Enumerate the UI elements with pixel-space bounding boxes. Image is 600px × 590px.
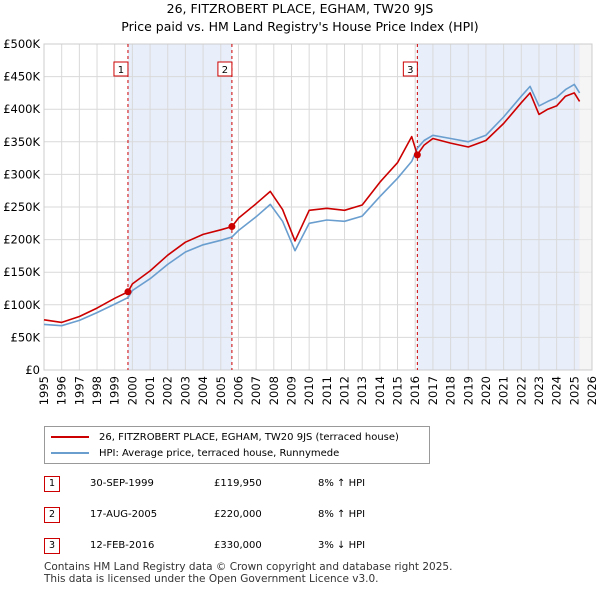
chart-title: 26, FITZROBERT PLACE, EGHAM, TW20 9JS <box>166 1 434 16</box>
footer-copyright: Contains HM Land Registry data © Crown c… <box>44 561 453 573</box>
plot-border <box>43 43 593 371</box>
x-tick-label: 2026 <box>585 376 599 405</box>
legend-item-hpi: HPI: Average price, terraced house, Runn… <box>51 446 339 460</box>
x-tick-label: 2000 <box>125 376 139 405</box>
x-tick-label: 2013 <box>355 376 369 405</box>
x-tick-label: 2012 <box>338 376 352 405</box>
transaction-hpi: 8% ↑ HPI <box>318 509 366 520</box>
transaction-price: £119,950 <box>214 478 262 489</box>
x-tick-label: 2010 <box>302 376 316 405</box>
sale-point <box>124 288 132 296</box>
x-tick-label: 1999 <box>108 376 122 405</box>
legend-label-property: 26, FITZROBERT PLACE, EGHAM, TW20 9JS (t… <box>99 431 399 443</box>
x-tick-label: 2009 <box>284 376 298 405</box>
footer-licence: This data is licensed under the Open Gov… <box>44 573 379 585</box>
y-tick-label: £0 <box>25 363 40 377</box>
sale-label-box <box>217 61 233 77</box>
x-tick-label: 1995 <box>37 376 51 405</box>
legend-label-hpi: HPI: Average price, terraced house, Runn… <box>99 447 340 459</box>
legend-item-property: 26, FITZROBERT PLACE, EGHAM, TW20 9JS (t… <box>51 430 399 444</box>
sale-label: 1 <box>118 65 124 76</box>
y-tick-label: £150K <box>3 265 40 279</box>
transaction-marker: 3 <box>44 538 60 554</box>
x-tick-label: 2020 <box>479 376 493 405</box>
x-tick-label: 2002 <box>161 376 175 405</box>
chart-subtitle: Price paid vs. HM Land Registry's House … <box>121 19 479 34</box>
x-tick-label: 2015 <box>391 376 405 405</box>
x-tick-label: 2018 <box>444 376 458 405</box>
y-tick-label: £250K <box>3 200 40 214</box>
legend: 26, FITZROBERT PLACE, EGHAM, TW20 9JS (t… <box>44 426 430 464</box>
x-tick-label: 2023 <box>532 376 546 405</box>
transaction-date: 12-FEB-2016 <box>90 540 155 551</box>
x-tick-label: 2007 <box>249 376 263 405</box>
transaction-marker: 1 <box>44 476 60 492</box>
series-line-property <box>43 92 581 324</box>
x-tick-label: 2021 <box>497 376 511 405</box>
x-tick-label: 1996 <box>55 376 69 405</box>
legend-swatch-property <box>51 436 89 438</box>
sale-point <box>413 151 421 159</box>
y-tick-label: £50K <box>11 330 41 344</box>
x-tick-label: 2004 <box>196 376 210 405</box>
y-tick-label: £500K <box>3 37 40 51</box>
line-chart: £0 £50K £100K £150K £200K £250K £300K £350K £400… <box>3 37 599 405</box>
x-tick-label: 2003 <box>178 376 192 405</box>
transaction-row: 3 12-FEB-2016 £330,000 3% ↓ HPI <box>0 538 600 556</box>
transaction-price: £330,000 <box>214 540 262 551</box>
x-tick-label: 2006 <box>231 376 245 405</box>
sale-label: 3 <box>407 65 413 76</box>
y-tick-label: £200K <box>3 233 40 247</box>
transaction-price: £220,000 <box>214 509 262 520</box>
x-tick-label: 1997 <box>72 376 86 405</box>
y-tick-label: £450K <box>3 70 40 84</box>
y-tick-label: £400K <box>3 102 40 116</box>
sale-label-box <box>402 61 418 77</box>
sale-label: 2 <box>222 65 228 76</box>
y-tick-label: £350K <box>3 135 40 149</box>
sale-label-box <box>113 61 129 77</box>
transaction-hpi: 3% ↓ HPI <box>318 540 366 551</box>
x-tick-label: 2025 <box>567 376 581 405</box>
series-line-hpi <box>43 83 581 327</box>
transaction-date: 30-SEP-1999 <box>90 478 154 489</box>
y-tick-label: £300K <box>3 167 40 181</box>
transaction-date: 17-AUG-2005 <box>90 509 158 520</box>
transaction-hpi: 8% ↑ HPI <box>318 478 366 489</box>
x-tick-label: 2001 <box>143 376 157 405</box>
sale-point <box>228 223 236 231</box>
y-tick-label: £100K <box>3 298 40 312</box>
transaction-marker: 2 <box>44 507 60 523</box>
forecast-region <box>578 44 592 370</box>
x-tick-label: 2005 <box>214 376 228 405</box>
transaction-row: 2 17-AUG-2005 £220,000 8% ↑ HPI <box>0 507 600 525</box>
x-tick-label: 2016 <box>408 376 422 405</box>
legend-swatch-hpi <box>51 452 89 454</box>
transaction-row: 1 30-SEP-1999 £119,950 8% ↑ HPI <box>0 476 600 494</box>
x-tick-label: 2019 <box>461 376 475 405</box>
x-tick-label: 1998 <box>90 376 104 405</box>
x-tick-label: 2008 <box>267 376 281 405</box>
x-tick-label: 2014 <box>373 376 387 405</box>
x-tick-label: 2011 <box>320 376 334 405</box>
x-tick-label: 2017 <box>426 376 440 405</box>
x-tick-label: 2024 <box>550 376 564 405</box>
x-tick-label: 2022 <box>514 376 528 405</box>
